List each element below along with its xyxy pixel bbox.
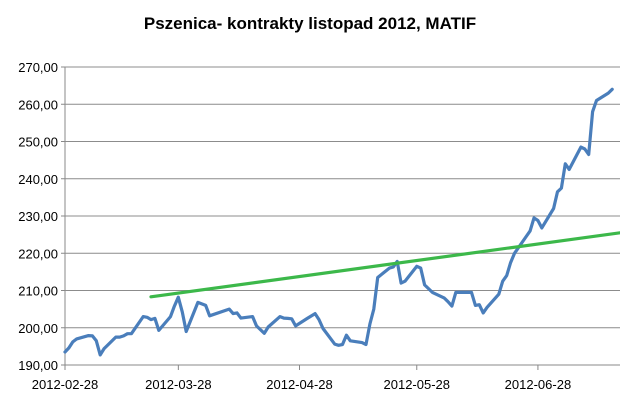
x-tick-label: 2012-06-28 [505, 377, 572, 392]
price-series-line [63, 87, 614, 357]
x-tick-label: 2012-02-28 [32, 377, 99, 392]
y-tick-label: 210,00 [18, 284, 58, 299]
series-lines [63, 87, 620, 357]
y-tick-label: 200,00 [18, 321, 58, 336]
chart-title: Pszenica- kontrakty listopad 2012, MATIF [143, 14, 477, 33]
x-tick-label: 2012-05-28 [384, 377, 451, 392]
grid-lines [64, 66, 620, 366]
x-axis-ticks: 2012-02-28 2012-03-28 2012-04-28 2012-05-28… [32, 365, 571, 392]
y-tick-label: 230,00 [18, 209, 58, 224]
y-tick-label: 220,00 [18, 246, 58, 261]
x-tick-label: 2012-03-28 [145, 377, 212, 392]
x-tick-label: 2012-04-28 [266, 377, 333, 392]
trend-line [149, 231, 620, 299]
y-tick-label: 190,00 [18, 358, 58, 373]
y-tick-label: 260,00 [18, 97, 58, 112]
y-tick-label: 250,00 [18, 135, 58, 150]
y-tick-label: 240,00 [18, 172, 58, 187]
y-axis-ticks: 190,00 200,00 210,00 220,00 230,00 240,00 250,… [18, 60, 65, 373]
y-tick-label: 270,00 [18, 60, 58, 75]
